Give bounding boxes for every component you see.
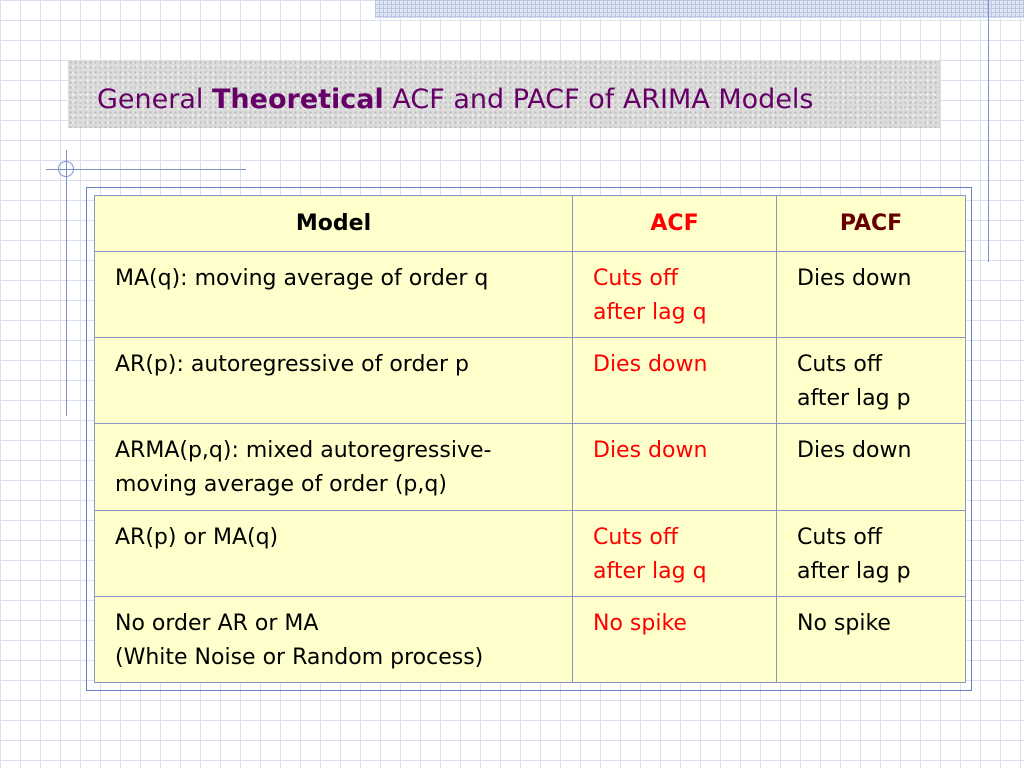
header-pacf: PACF: [776, 195, 966, 252]
header-row: Model ACF PACF: [94, 195, 966, 252]
table-row: ARMA(p,q): mixed autoregressive-moving a…: [94, 423, 966, 511]
model-line: AR(p): autoregressive of order p: [115, 352, 469, 378]
arima-acf-pacf-table: Model ACF PACF MA(q): moving average of …: [94, 195, 966, 684]
acf-line: Dies down: [593, 438, 708, 464]
model-cell: No order AR or MA (White Noise or Random …: [94, 595, 573, 684]
left-horizontal-line: [46, 169, 246, 170]
acf-line: after lag q: [593, 558, 707, 584]
acf-cell: Dies down: [572, 423, 777, 511]
acf-cell: Dies down: [572, 337, 777, 425]
model-line: AR(p) or MA(q): [115, 524, 279, 550]
pacf-cell: Dies down: [776, 250, 966, 339]
right-vertical-line: [988, 0, 989, 262]
table-row: No order AR or MA (White Noise or Random …: [94, 595, 966, 684]
model-cell: AR(p) or MA(q): [94, 509, 573, 597]
slide-title: General Theoretical ACF and PACF of ARIM…: [97, 84, 814, 115]
table-row: MA(q): moving average of order q Cuts of…: [94, 250, 966, 339]
table-row: AR(p) or MA(q) Cuts off after lag q Cuts …: [94, 509, 966, 597]
pacf-line: Dies down: [797, 438, 912, 464]
acf-line: No spike: [593, 610, 687, 636]
acf-line: after lag q: [593, 300, 707, 325]
left-vertical-line: [66, 150, 67, 416]
header-acf: ACF: [572, 195, 777, 252]
acf-cell: Cuts off after lag q: [572, 250, 777, 339]
top-decorative-bar: [375, 0, 1024, 18]
pacf-line: after lag p: [797, 386, 911, 412]
pacf-cell: No spike: [776, 595, 966, 684]
pacf-line: Cuts off: [797, 352, 883, 378]
header-model: Model: [94, 195, 573, 252]
model-line: (White Noise or Random process): [115, 644, 484, 670]
model-line: MA(q): moving average of order q: [115, 266, 489, 291]
table-outer-frame: [86, 187, 972, 691]
pacf-line: Cuts off: [797, 524, 883, 550]
pacf-line: Dies down: [797, 266, 912, 291]
title-bold-word: Theoretical: [212, 84, 384, 115]
title-banner: [68, 60, 940, 128]
acf-cell: No spike: [572, 595, 777, 684]
model-line: ARMA(p,q): mixed autoregressive-: [115, 438, 492, 464]
model-cell: AR(p): autoregressive of order p: [94, 337, 573, 425]
acf-cell: Cuts off after lag q: [572, 509, 777, 597]
model-cell: MA(q): moving average of order q: [94, 250, 573, 339]
table-row: AR(p): autoregressive of order p Dies do…: [94, 337, 966, 425]
pacf-cell: Cuts off after lag p: [776, 337, 966, 425]
crosshair-circle-icon: [58, 161, 74, 177]
acf-line: Cuts off: [593, 524, 679, 550]
title-suffix: ACF and PACF of ARIMA Models: [383, 84, 814, 115]
pacf-cell: Cuts off after lag p: [776, 509, 966, 597]
title-prefix: General: [97, 84, 212, 115]
acf-line: Cuts off: [593, 266, 679, 291]
model-cell: ARMA(p,q): mixed autoregressive-moving a…: [94, 423, 573, 511]
pacf-line: No spike: [797, 610, 891, 636]
pacf-line: after lag p: [797, 558, 911, 584]
model-line: moving average of order (p,q): [115, 472, 447, 498]
acf-line: Dies down: [593, 352, 708, 378]
model-line: No order AR or MA: [115, 610, 319, 636]
pacf-cell: Dies down: [776, 423, 966, 511]
